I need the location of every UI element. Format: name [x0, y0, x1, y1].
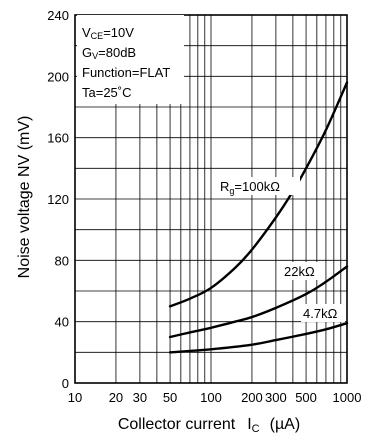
condition-function: Function=FLAT	[82, 65, 170, 80]
y-tick-label: 120	[47, 192, 69, 207]
y-tick-label: 40	[55, 315, 69, 330]
curve-labels: Rg=100kΩ 22kΩ 4.7kΩ	[218, 177, 345, 322]
x-tick-label: 50	[163, 390, 177, 405]
condition-gain: GV=80dB	[82, 45, 136, 61]
conditions-background	[77, 15, 184, 104]
axis-ticks: 10 20 30 50 100 200 300 500 10000408012016020024…	[47, 8, 361, 405]
label-bg-100k	[218, 177, 300, 195]
y-tick-label: 80	[55, 253, 69, 268]
condition-temperature: Ta=25˚C	[82, 85, 132, 100]
y-tick-label: 160	[47, 131, 69, 146]
curve-label-4.7k: 4.7kΩ	[303, 306, 338, 321]
curve-label-100k: Rg=100kΩ	[220, 179, 280, 196]
curves	[168, 81, 349, 354]
series-line-0	[168, 81, 349, 308]
plot-frame	[74, 14, 348, 384]
x-tick-label: 100	[200, 390, 222, 405]
x-tick-label: 30	[133, 390, 147, 405]
curve-label-22k: 22kΩ	[284, 264, 315, 279]
x-tick-label: 20	[109, 390, 123, 405]
x-tick-label: 1000	[333, 390, 362, 405]
y-axis-title: Noise voltage NV (mV)	[16, 116, 33, 279]
condition-vce: VCE=10V	[82, 25, 134, 41]
x-tick-label: 200	[241, 390, 263, 405]
x-tick-label: 300	[265, 390, 287, 405]
label-bg-4.7k	[301, 304, 345, 322]
y-tick-label: 0	[62, 376, 69, 391]
series-line-1	[168, 265, 349, 339]
conditions-box: VCE=10V GV=80dB Function=FLAT Ta=25˚C	[77, 15, 184, 104]
y-tick-label: 200	[47, 69, 69, 84]
y-tick-label: 240	[47, 8, 69, 23]
x-tick-label: 10	[68, 390, 82, 405]
x-axis-title: Collector current IC (µA)	[118, 416, 300, 435]
label-bg-22k	[283, 262, 323, 280]
series-line-2	[168, 322, 349, 354]
x-tick-label: 500	[295, 390, 317, 405]
